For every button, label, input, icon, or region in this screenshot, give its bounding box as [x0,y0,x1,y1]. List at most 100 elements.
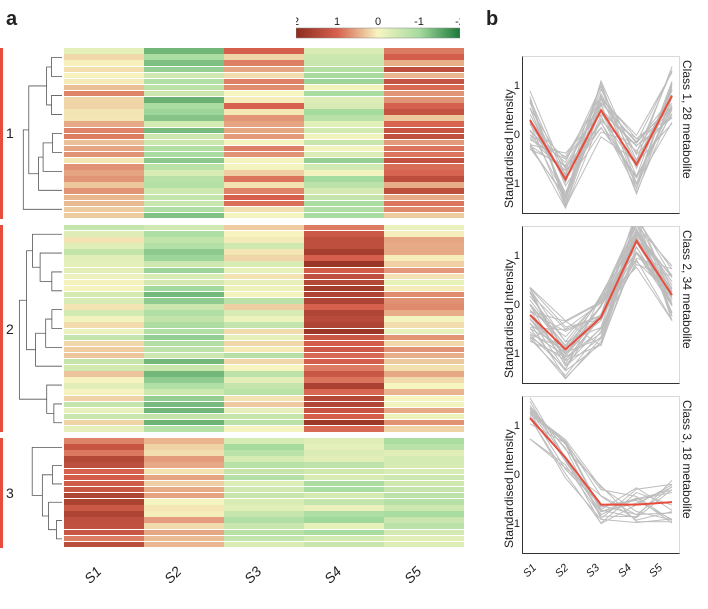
heatmap-cell [144,182,223,188]
heatmap-cell [64,54,143,60]
heatmap-cell [384,402,463,408]
heatmap-cell [144,341,223,347]
color-legend-svg: 210-1-2 [296,14,460,44]
heatmap-cell [64,542,143,548]
heatmap-cell [64,261,143,267]
heatmap-cell [384,335,463,341]
heatmap-cell [144,207,223,213]
heatmap-cell [144,462,223,468]
heatmap-cell [224,335,303,341]
heatmap-cell [224,499,303,505]
heatmap-cell [144,530,223,536]
heatmap-cell [144,402,223,408]
heatmap-cell [224,237,303,243]
heatmap-cell [384,170,463,176]
heatmap-cell [224,213,303,219]
svg-text:2: 2 [296,16,299,28]
heatmap-cell [304,304,383,310]
heatmap-cell [144,128,223,134]
heatmap-cell [144,377,223,383]
heatmap-cell [304,73,383,79]
heatmap-cell [304,383,383,389]
heatmap-cell [64,158,143,164]
heatmap-cell [304,60,383,66]
heatmap-cell [224,195,303,201]
heatmap-cell [384,542,463,548]
heatmap-x-label: S3 [219,541,304,609]
heatmap-cell [384,462,463,468]
heatmap-cell [64,182,143,188]
heatmap-cell [304,298,383,304]
heatmap-cell [64,67,143,73]
heatmap-cell [64,115,143,121]
heatmap-cell [304,170,383,176]
heatmap-cell [304,371,383,377]
heatmap-cell [144,450,223,456]
heatmap-cell [384,103,463,109]
heatmap-cell [64,347,143,353]
heatmap-cell [64,85,143,91]
heatmap-cell [384,286,463,292]
heatmap-row [64,541,464,547]
heatmap-cell [384,420,463,426]
heatmap-cell [144,109,223,115]
heatmap-cell [224,316,303,322]
heatmap-cell [304,365,383,371]
heatmap-cell [144,249,223,255]
heatmap-cell [384,481,463,487]
heatmap-cell [384,48,463,54]
heatmap-cell [304,511,383,517]
heatmap-cell [64,462,143,468]
heatmap-cell [64,176,143,182]
heatmap-cell [224,152,303,158]
heatmap-cell [304,517,383,523]
heatmap-cell [304,128,383,134]
heatmap-cell [384,280,463,286]
heatmap-cell [64,201,143,207]
heatmap-cell [224,60,303,66]
heatmap-cell [224,304,303,310]
heatmap-cell [64,517,143,523]
heatmap-cell [224,371,303,377]
heatmap-cell [64,329,143,335]
heatmap-cell [304,426,383,432]
heatmap-cell [384,140,463,146]
heatmap-cell [64,286,143,292]
heatmap-cell [144,371,223,377]
heatmap-cell [384,201,463,207]
class-title: Class 1, 28 metabolite [680,60,694,86]
heatmap-cell [64,353,143,359]
heatmap-cell [304,103,383,109]
cluster-label-3: 3 [6,485,14,501]
heatmap-cell [304,188,383,194]
heatmap-cell [64,91,143,97]
heatmap-cell [144,103,223,109]
heatmap-cell [64,140,143,146]
heatmap-cell [64,493,143,499]
heatmap-cell [304,475,383,481]
heatmap-cell [64,450,143,456]
heatmap-cell [384,298,463,304]
heatmap-cell [224,462,303,468]
heatmap-cell [304,310,383,316]
heatmap-cell [304,255,383,261]
heatmap-cell [384,115,463,121]
heatmap-cell [384,469,463,475]
heatmap-cell [224,225,303,231]
heatmap-cell [224,48,303,54]
heatmap-cell [64,298,143,304]
heatmap-cell [224,383,303,389]
heatmap-cell [384,316,463,322]
heatmap-cell [304,347,383,353]
heatmap-cell [224,103,303,109]
heatmap-cell [64,207,143,213]
heatmap-cell [144,523,223,529]
heatmap-cell [144,536,223,542]
heatmap-cell [64,365,143,371]
heatmap-cell [144,505,223,511]
heatmap-cell [144,79,223,85]
heatmap-cell [144,426,223,432]
heatmap-cell [144,73,223,79]
heatmap-cell [64,280,143,286]
heatmap-cell [384,128,463,134]
